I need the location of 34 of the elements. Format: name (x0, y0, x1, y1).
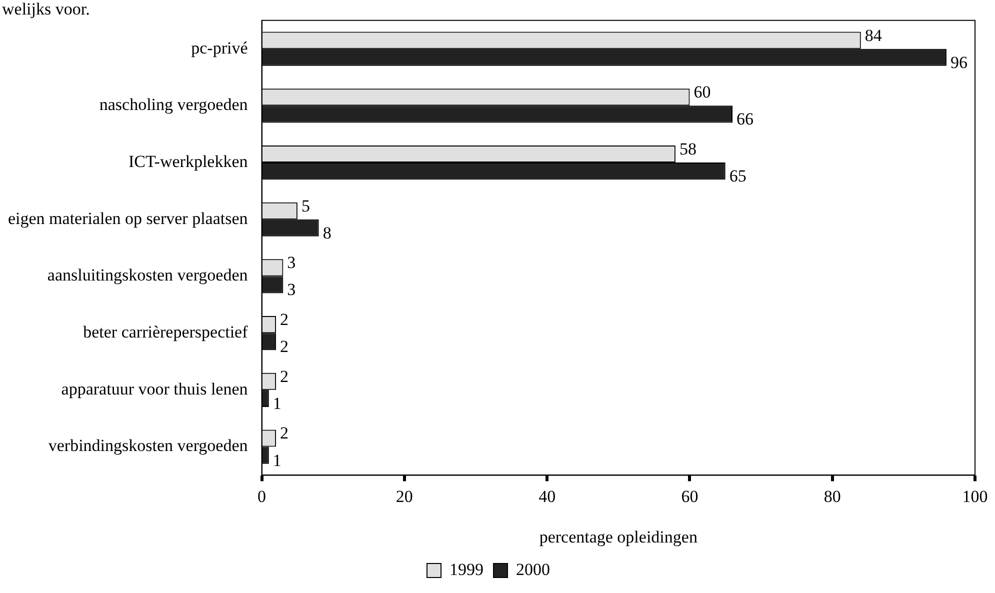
x-axis-title: percentage opleidingen (539, 527, 698, 546)
data-label: 58 (679, 139, 696, 158)
y-tick-label: verbindingskosten vergoeden (48, 436, 248, 456)
data-label: 8 (322, 223, 332, 242)
legend-label: 1999 (450, 560, 484, 579)
y-tick-label: beter carrièreperspectief (83, 322, 248, 342)
data-label: 60 (694, 82, 711, 102)
y-tick-label: aansluitingskosten vergoeden (47, 266, 248, 285)
text: welijks voor. (2, 0, 90, 19)
data-label: 5 (301, 196, 310, 216)
x-tick-label: 100 (962, 486, 988, 506)
legend-label: 2000 (516, 560, 550, 579)
data-label: 65 (729, 166, 746, 186)
y-tick-label: apparatuur voor thuis lenen (61, 379, 248, 398)
data-label: 1 (272, 450, 282, 470)
data-label: 2 (280, 337, 289, 356)
data-label: 2 (280, 424, 289, 443)
y-tick-label: eigen materialen op server plaatsen (8, 208, 248, 228)
data-label: 66 (736, 110, 754, 129)
data-label: 2 (280, 310, 289, 330)
data-label: 3 (287, 280, 296, 300)
y-tick-label: nascholing vergoeden (99, 95, 248, 114)
data-label: 3 (287, 253, 296, 272)
data-label: 84 (864, 26, 882, 45)
x-tick-label: 20 (396, 486, 413, 506)
x-tick-label: 40 (538, 486, 556, 506)
data-label: 2 (280, 366, 289, 386)
x-tick-label: 80 (824, 486, 841, 506)
data-label: 1 (272, 394, 282, 413)
data-label: 96 (950, 52, 968, 72)
y-tick-label: pc-privé (191, 38, 248, 58)
x-tick-label: 0 (258, 486, 266, 506)
x-tick-label: 60 (681, 486, 698, 506)
y-tick-label: ICT-werkplekken (128, 152, 248, 171)
